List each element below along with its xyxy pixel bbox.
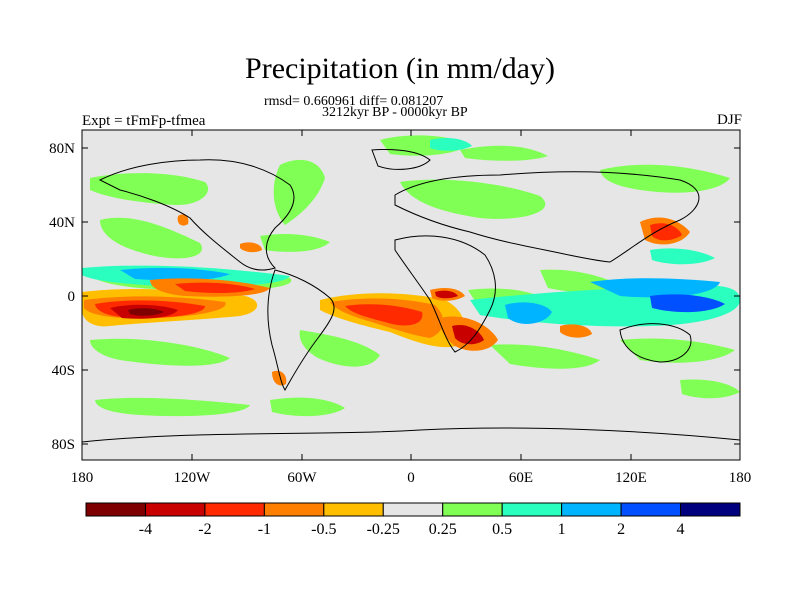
colorbar-label: -1	[258, 521, 271, 538]
lat-tick-label: 40N	[49, 215, 75, 231]
period-line: 3212kyr BP - 0000kyr BP	[322, 105, 468, 120]
colorbar-label: 2	[617, 521, 625, 538]
lat-tick-label: 80S	[52, 437, 75, 453]
anomaly-patch	[650, 223, 682, 241]
anomaly-patch	[430, 138, 472, 151]
colorbar-label: 0.5	[492, 521, 512, 538]
lat-tick-label: 40S	[52, 363, 75, 379]
lat-tick-label: 0	[68, 289, 76, 305]
colorbar-label: -2	[198, 521, 211, 538]
anomaly-patch	[175, 282, 255, 294]
experiment-label: Expt = tFmFp-tfmea	[82, 113, 206, 129]
coastline-africa	[394, 235, 496, 353]
colorbar-swatch	[561, 502, 622, 517]
anomaly-patch	[272, 370, 287, 386]
colorbar-swatch	[382, 502, 444, 517]
anomaly-patch	[460, 145, 548, 161]
anomaly-patch	[680, 379, 740, 399]
lon-tick-label: 180	[71, 470, 94, 486]
lat-tick-label: 80N	[49, 141, 75, 157]
colorbar: -4 -2 -1 -0.5 -0.25 0.25 0.5 1 2 4	[85, 502, 741, 538]
coastline-eurasia	[394, 171, 700, 263]
anomaly-patch	[600, 164, 730, 193]
anomaly-patch	[120, 267, 230, 281]
coastline-north-america	[98, 159, 295, 271]
latitude-axis: 80N 40N 0 40S 80S	[49, 141, 740, 453]
stats-line: rmsd= 0.660961 diff= 0.081207	[264, 94, 444, 109]
anomaly-patch	[90, 173, 209, 206]
longitude-axis: 180 120W 60W 0 60E 120E 180	[71, 130, 752, 486]
lon-tick-label: 120E	[615, 470, 647, 486]
colorbar-swatch	[144, 502, 206, 517]
lon-tick-label: 120W	[174, 470, 212, 486]
colorbar-swatch	[263, 502, 325, 517]
anomaly-patch	[95, 397, 250, 417]
anomaly-patch	[260, 234, 330, 252]
anomaly-patch	[90, 338, 230, 366]
anomaly-patch	[540, 269, 620, 293]
colorbar-label: -4	[139, 521, 152, 538]
lon-tick-label: 180	[729, 470, 752, 486]
colorbar-swatch	[620, 502, 682, 517]
colorbar-swatch	[323, 502, 384, 517]
anomaly-patch	[435, 290, 458, 299]
anomaly-patch	[505, 302, 552, 324]
coastline-south-america	[267, 269, 335, 391]
lon-tick-label: 60W	[287, 470, 317, 486]
anomaly-field	[82, 135, 740, 417]
colorbar-label: 1	[558, 521, 566, 538]
coastlines	[82, 149, 740, 443]
anomaly-patch	[273, 159, 325, 225]
anomaly-patch	[177, 214, 189, 226]
anomaly-patch	[490, 344, 600, 369]
colorbar-swatch	[204, 502, 265, 517]
colorbar-label: 0.25	[429, 521, 457, 538]
colorbar-swatch	[501, 502, 563, 517]
colorbar-swatch	[85, 502, 146, 517]
anomaly-patch	[400, 179, 546, 219]
anomaly-patch	[560, 324, 592, 338]
colorbar-label: -0.25	[367, 521, 400, 538]
season-label: DJF	[716, 112, 742, 128]
anomaly-patch	[345, 304, 423, 326]
colorbar-swatch	[442, 502, 503, 517]
colorbar-swatch	[680, 502, 741, 517]
colorbar-label: 4	[677, 521, 685, 538]
anomaly-patch	[299, 330, 380, 367]
plot-title: Precipitation (in mm/day)	[245, 52, 555, 85]
anomaly-patch	[100, 217, 202, 259]
colorbar-label: -0.5	[311, 521, 336, 538]
coastline-australia	[619, 323, 692, 363]
anomaly-patch	[620, 338, 735, 363]
anomaly-patch	[240, 242, 262, 253]
lon-tick-label: 60E	[509, 470, 533, 486]
lon-tick-label: 0	[407, 470, 415, 486]
anomaly-patch	[128, 308, 164, 316]
coastline-greenland	[371, 149, 431, 170]
anomaly-patch	[650, 294, 725, 313]
anomaly-patch	[270, 397, 345, 417]
anomaly-patch	[650, 248, 715, 265]
coastline-antarctica	[82, 427, 740, 443]
anomaly-patch	[590, 278, 720, 298]
anomaly-patch	[452, 324, 484, 345]
